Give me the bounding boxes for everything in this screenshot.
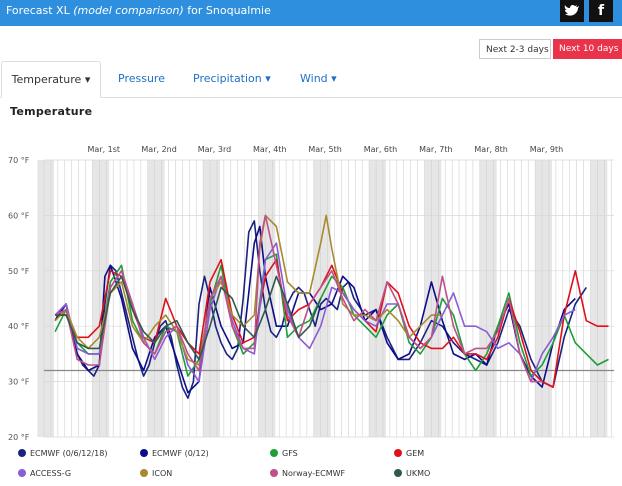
temperature-chart: 20 °F 30 °F 40 °F 50 °F 60 °F 70 °F Mar, 1st Ma… [8,145,614,442]
tab-pressure[interactable]: Pressure [118,72,165,85]
legend-marker [18,449,26,457]
night-band [535,160,553,437]
legend-item[interactable]: GEM [394,449,424,458]
tab-temperature[interactable]: Temperature ▾ [1,61,101,98]
day-label: Mar, 2nd [141,145,176,154]
night-band [480,160,497,437]
day-label: Mar, 8th [474,145,507,154]
y-tick-label: 20 °F [8,433,30,442]
legend-item[interactable]: ACCESS-G [18,469,71,478]
section-title: Temperature [10,105,93,118]
legend-marker [140,449,148,457]
y-tick-label: 60 °F [8,211,30,220]
y-tick-label: 40 °F [8,322,30,331]
legend-label: GEM [406,449,425,458]
legend-label: UKMO [406,469,431,478]
day-label: Mar, 5th [308,145,341,154]
legend-item[interactable]: ICON [140,469,172,478]
tab-precipitation[interactable]: Precipitation ▾ [193,72,271,85]
day-label: Mar, 4th [253,145,286,154]
legend-label: ICON [152,469,173,478]
legend-label: ECMWF (0/12) [152,449,209,458]
legend-marker [394,449,402,457]
y-tick-label: 70 °F [8,156,30,165]
night-band [590,160,608,437]
night-band [314,160,331,437]
day-label: Mar, 3rd [198,145,232,154]
series-line [54,242,576,383]
legend-item[interactable]: ECMWF (0/12) [140,449,209,458]
next-10-days-button[interactable]: Next 10 days [553,39,622,59]
legend-marker [140,469,148,477]
facebook-icon[interactable]: f [589,0,613,22]
night-band [92,160,110,437]
next-2-3-days-button[interactable]: Next 2-3 days [479,39,551,59]
legend-label: ECMWF (0/6/12/18) [30,449,108,458]
tab-wind[interactable]: Wind ▾ [300,72,337,85]
series-line [55,275,322,361]
legend-marker [270,449,278,457]
legend-marker [270,469,278,477]
legend-marker [18,469,26,477]
chart-legend: ECMWF (0/6/12/18) ECMWF (0/12) GFS GEM ACCES… [0,447,622,486]
day-label: Mar, 6th [364,145,397,154]
legend-item[interactable]: GFS [270,449,298,458]
twitter-icon[interactable] [560,0,584,22]
page-title: Forecast XL (model comparison) for Snoqu… [6,4,271,17]
y-tick-label: 50 °F [8,267,30,276]
chart-tabs: Temperature ▾ Pressure Precipitation ▾ W… [0,61,622,98]
legend-label: ACCESS-G [30,469,72,478]
legend-label: Norway-ECMWF [282,469,346,478]
night-band [37,160,54,437]
legend-item[interactable]: ECMWF (0/6/12/18) [18,449,107,458]
day-label: Mar, 1st [87,145,120,154]
day-label: Mar, 9th [530,145,563,154]
series-line [54,214,543,383]
header-bar: Forecast XL (model comparison) for Snoqu… [0,0,622,26]
y-tick-label: 30 °F [8,378,30,387]
series-line [55,258,609,388]
legend-item[interactable]: UKMO [394,469,430,478]
day-label: Mar, 7th [419,145,452,154]
legend-label: GFS [282,449,298,458]
legend-item[interactable]: Norway-ECMWF [270,469,345,478]
night-band [369,160,386,437]
night-band [148,160,165,437]
night-band [424,160,442,437]
legend-marker [394,469,402,477]
